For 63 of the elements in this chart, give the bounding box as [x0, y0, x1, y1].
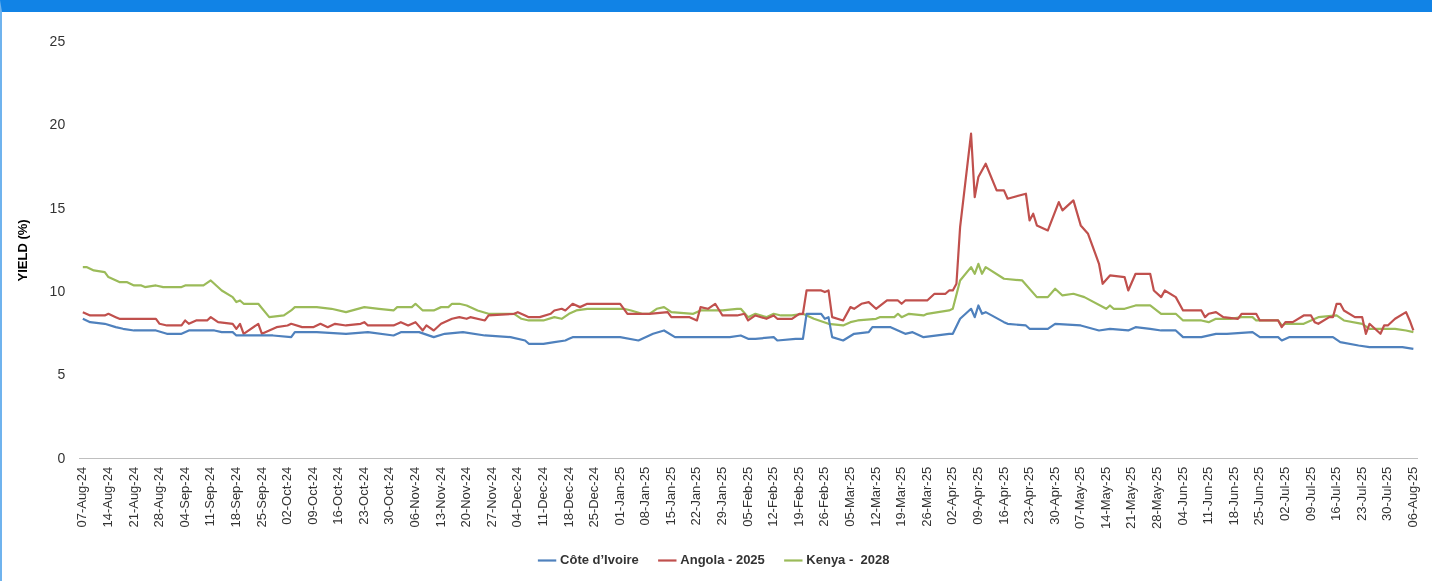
x-tick-label: 02-Apr-25 — [944, 466, 960, 525]
x-tick-label: 27-Nov-24 — [483, 466, 499, 528]
x-tick-label: 04-Jun-25 — [1174, 466, 1190, 526]
x-tick-label: 09-Apr-25 — [969, 466, 985, 525]
x-tick-label: 25-Sep-24 — [253, 466, 269, 528]
x-tick-label: 07-May-25 — [1072, 466, 1088, 529]
x-tick-label: 13-Nov-24 — [432, 466, 448, 528]
x-tick-label: 18-Jun-25 — [1225, 466, 1241, 526]
y-tick-label: 0 — [57, 449, 66, 466]
x-tick-label: 01-Jan-25 — [611, 466, 627, 526]
x-tick-label: 12-Mar-25 — [867, 466, 883, 527]
x-tick-label: 16-Jul-25 — [1328, 466, 1344, 522]
x-tick-label: 19-Mar-25 — [893, 466, 909, 527]
x-tick-label: 26-Mar-25 — [918, 466, 934, 527]
x-tick-label: 16-Apr-25 — [995, 466, 1011, 525]
x-tick-label: 08-Jan-25 — [637, 466, 653, 526]
x-tick-label: 05-Mar-25 — [842, 466, 858, 527]
x-tick-label: 14-Aug-24 — [99, 466, 115, 528]
x-tick-label: 12-Feb-25 — [765, 466, 781, 527]
legend-label: Côte d’Ivoire — [560, 552, 639, 568]
x-tick-label: 04-Dec-24 — [509, 466, 525, 528]
x-tick-label: 28-Aug-24 — [151, 466, 167, 528]
x-tick-label: 25-Jun-25 — [1251, 466, 1267, 526]
y-tick-label: 5 — [57, 366, 66, 383]
x-tick-label: 07-Aug-24 — [74, 466, 90, 528]
legend-label: Kenya - 2028 — [806, 552, 890, 568]
x-tick-label: 30-Oct-24 — [381, 466, 397, 525]
x-tick-label: 20-Nov-24 — [458, 466, 474, 528]
x-tick-label: 11-Jun-25 — [1200, 466, 1216, 525]
x-tick-label: 21-May-25 — [1123, 466, 1139, 529]
x-tick-label: 29-Jan-25 — [714, 466, 730, 526]
x-tick-label: 02-Jul-25 — [1277, 466, 1292, 522]
y-tick-label: 15 — [49, 199, 66, 216]
x-tick-label: 09-Jul-25 — [1302, 466, 1318, 522]
y-tick-label: 10 — [49, 282, 66, 299]
x-tick-label: 30-Jul-25 — [1379, 466, 1395, 522]
x-tick-label: 11-Dec-24 — [534, 466, 550, 527]
x-tick-label: 30-Apr-25 — [1046, 466, 1062, 525]
x-tick-label: 11-Sep-24 — [202, 466, 218, 527]
x-tick-label: 18-Dec-24 — [560, 466, 576, 528]
x-tick-label: 04-Sep-24 — [176, 466, 192, 528]
x-tick-label: 05-Feb-25 — [739, 466, 755, 527]
y-axis-title: YIELD (%) — [15, 219, 31, 282]
x-tick-label: 22-Jan-25 — [688, 466, 704, 526]
x-tick-label: 23-Apr-25 — [1021, 466, 1037, 525]
y-tick-label: 20 — [49, 116, 66, 133]
x-tick-label: 23-Jul-25 — [1353, 466, 1369, 522]
x-tick-label: 06-Aug-25 — [1404, 466, 1420, 528]
x-tick-label: 14-May-25 — [1097, 466, 1113, 529]
x-tick-label: 28-May-25 — [1149, 466, 1165, 529]
x-tick-label: 26-Feb-25 — [816, 466, 832, 527]
x-tick-label: 23-Oct-24 — [355, 466, 371, 525]
x-tick-label: 18-Sep-24 — [227, 466, 243, 528]
x-tick-label: 21-Aug-24 — [125, 466, 141, 528]
x-tick-label: 19-Feb-25 — [790, 466, 806, 527]
y-tick-label: 25 — [49, 32, 66, 49]
x-tick-label: 02-Oct-24 — [279, 466, 295, 525]
x-tick-label: 15-Jan-25 — [662, 466, 678, 526]
x-tick-label: 25-Dec-24 — [586, 466, 602, 528]
x-tick-label: 06-Nov-24 — [407, 466, 423, 528]
x-tick-label: 09-Oct-24 — [304, 466, 320, 525]
x-tick-label: 16-Oct-24 — [330, 466, 346, 525]
legend-label: Angola - 2025 — [680, 552, 765, 568]
